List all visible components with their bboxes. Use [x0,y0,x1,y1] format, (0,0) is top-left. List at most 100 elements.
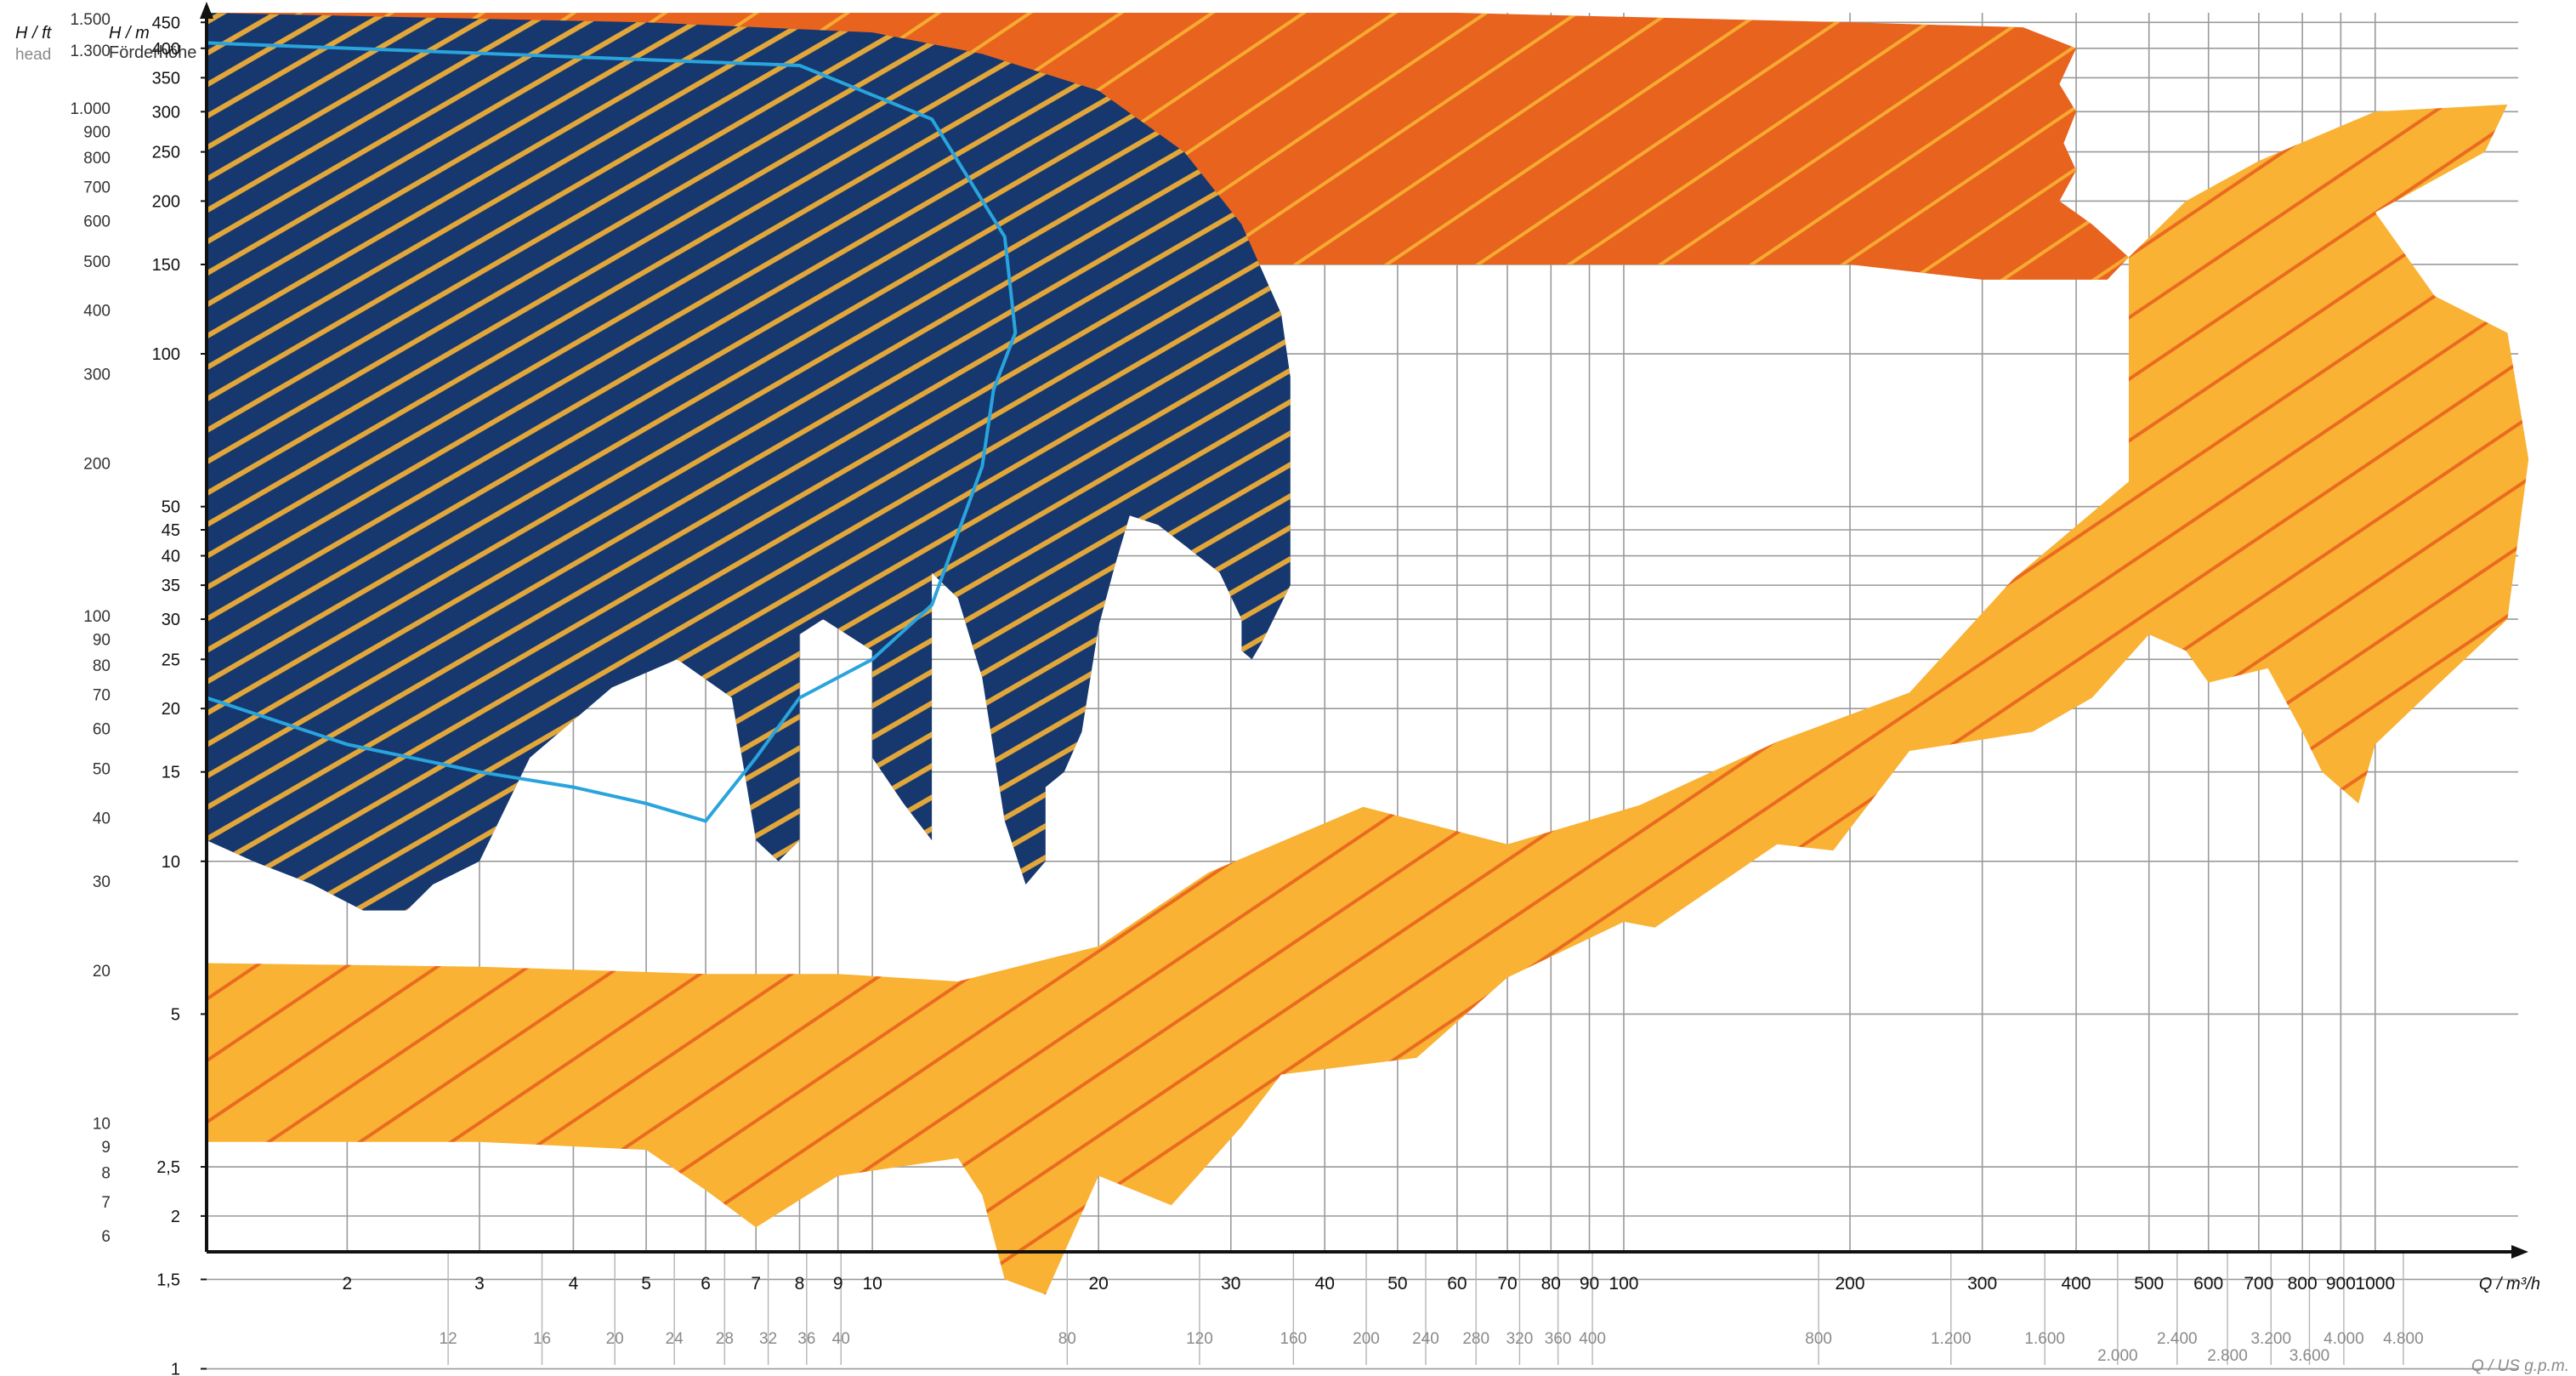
y-tick-m: 450 [152,14,180,32]
x-tick-m3h: 600 [2193,1274,2223,1294]
y-tick-ft: 500 [83,253,111,271]
y-tick-ft: 7 [101,1194,111,1212]
x-tick-gpm: 360 [1545,1330,1572,1348]
y-tick-ft: 20 [93,963,111,981]
y-tick-m: 35 [162,577,180,595]
y-tick-ft: 1.300 [70,43,111,60]
region-standard-hatch [207,104,2529,1295]
x-tick-gpm: 80 [1058,1330,1076,1348]
x-tick-m3h: 7 [751,1274,761,1294]
x-tick-labels: 2 3 4 5 6 7 8 9 10 20 30 40 50 60 70 80 90 100 200 300 400 50… [343,1274,2424,1365]
y-tick-ft: 8 [101,1165,111,1183]
y-ft-label: H / ft [15,24,53,43]
x-tick-gpm: 2.400 [2157,1330,2198,1348]
x-tick-m3h: 100 [1609,1274,1638,1294]
y-tick-m: 40 [162,548,180,566]
y-tick-ft: 70 [93,686,111,704]
y-tick-m: 100 [152,345,180,364]
region-compact-outline [205,41,1018,823]
y-tick-m: 350 [152,69,180,88]
y-tick-m: 2 [171,1208,180,1226]
y-tick-ft: 40 [93,810,111,827]
x-tick-m3h: 200 [1835,1274,1864,1294]
x-tick-m3h: 40 [1315,1274,1335,1294]
y-tick-m: 20 [162,700,180,719]
y-tick-ft: 6 [101,1228,111,1246]
y-tick-ft: 50 [93,761,111,779]
x-tick-gpm: 3.200 [2250,1330,2291,1348]
y-tick-m: 45 [162,521,180,540]
x-tick-gpm: 4.800 [2383,1330,2424,1348]
x-tick-m3h: 400 [2062,1274,2091,1294]
y-tick-ft: 800 [83,150,111,168]
x-tick-m3h: 80 [1541,1274,1561,1294]
x-tick-m3h: 1000 [2355,1274,2395,1294]
x-tick-m3h: 900 [2326,1274,2356,1294]
y-tick-ft: 1.500 [70,11,111,29]
x-tick-gpm: 1.200 [1931,1330,1972,1348]
y-tick-ft: 80 [93,657,111,675]
axis-labels: H / ft head H / m Förderhöhe Q / m³/h Q … [15,24,2569,1375]
x-gpm-label: Q / US g.p.m. [2471,1357,2569,1375]
y-tick-ft: 9 [101,1139,111,1157]
y-tick-ft: 90 [93,631,111,649]
x-tick-gpm: 20 [606,1330,624,1348]
y-tick-ft: 700 [83,179,111,197]
x-tick-m3h: 5 [641,1274,651,1294]
x-tick-m3h: 300 [1967,1274,1997,1294]
x-tick-m3h: 700 [2244,1274,2273,1294]
y-tick-ft: 300 [83,366,111,384]
x-axis-arrow [2511,1245,2528,1259]
x-tick-m3h: 70 [1497,1274,1517,1294]
y-tick-m: 5 [171,1005,180,1024]
y-tick-m: 150 [152,256,180,275]
y-tick-ft: 60 [93,720,111,738]
y-tick-ft: 600 [83,213,111,231]
y-tick-m: 300 [152,103,180,122]
x-tick-gpm: 1.600 [2024,1330,2065,1348]
x-tick-m3h: 800 [2288,1274,2318,1294]
y-ft-sublabel: head [15,46,51,64]
x-tick-gpm: 200 [1353,1330,1380,1348]
x-tick-gpm: 400 [1579,1330,1606,1348]
x-tick-m3h: 500 [2134,1274,2164,1294]
x-tick-gpm: 320 [1506,1330,1534,1348]
y-tick-m: 400 [152,40,180,59]
x-tick-gpm: 280 [1462,1330,1489,1348]
x-tick-gpm: 4.000 [2324,1330,2364,1348]
y-tick-m: 50 [162,498,180,517]
x-tick-gpm: 3.600 [2289,1347,2330,1365]
x-tick-gpm: 16 [533,1330,551,1348]
y-tick-m: 15 [162,764,180,782]
y-tick-ft: 100 [83,608,111,626]
x-tick-gpm: 160 [1280,1330,1308,1348]
x-tick-m3h: 60 [1447,1274,1467,1294]
x-tick-m3h: 9 [833,1274,843,1294]
x-tick-gpm: 32 [759,1330,777,1348]
axes [200,2,2528,1259]
x-tick-gpm: 2.000 [2097,1347,2138,1365]
y-tick-m: 2,5 [156,1158,180,1177]
x-tick-m3h: 6 [701,1274,711,1294]
x-tick-m3h: 50 [1387,1274,1407,1294]
x-tick-m3h: 10 [862,1274,882,1294]
y-tick-m: 1 [171,1361,180,1376]
y-tick-ft: 900 [83,124,111,142]
y-m-label: H / m [109,24,150,43]
y-tick-m: 10 [162,853,180,872]
y-tick-ft: 30 [93,873,111,891]
x-tick-m3h: 90 [1580,1274,1599,1294]
x-tick-gpm: 40 [832,1330,850,1348]
x-tick-gpm: 24 [666,1330,684,1348]
x-tick-gpm: 120 [1186,1330,1213,1348]
y-tick-labels: 4504003503002502001501005045403530252015… [70,11,207,1376]
y-tick-ft: 1.000 [70,100,111,118]
x-tick-m3h: 3 [474,1274,485,1294]
y-tick-ft: 200 [83,455,111,473]
y-tick-m: 250 [152,144,180,162]
y-tick-m: 200 [152,192,180,211]
x-tick-gpm: 2.800 [2207,1347,2248,1365]
x-m3h-label: Q / m³/h [2479,1275,2540,1294]
y-tick-m: 25 [162,651,180,669]
